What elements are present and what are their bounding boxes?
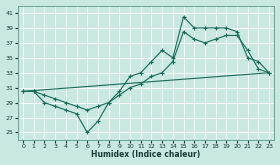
X-axis label: Humidex (Indice chaleur): Humidex (Indice chaleur) — [92, 150, 201, 159]
